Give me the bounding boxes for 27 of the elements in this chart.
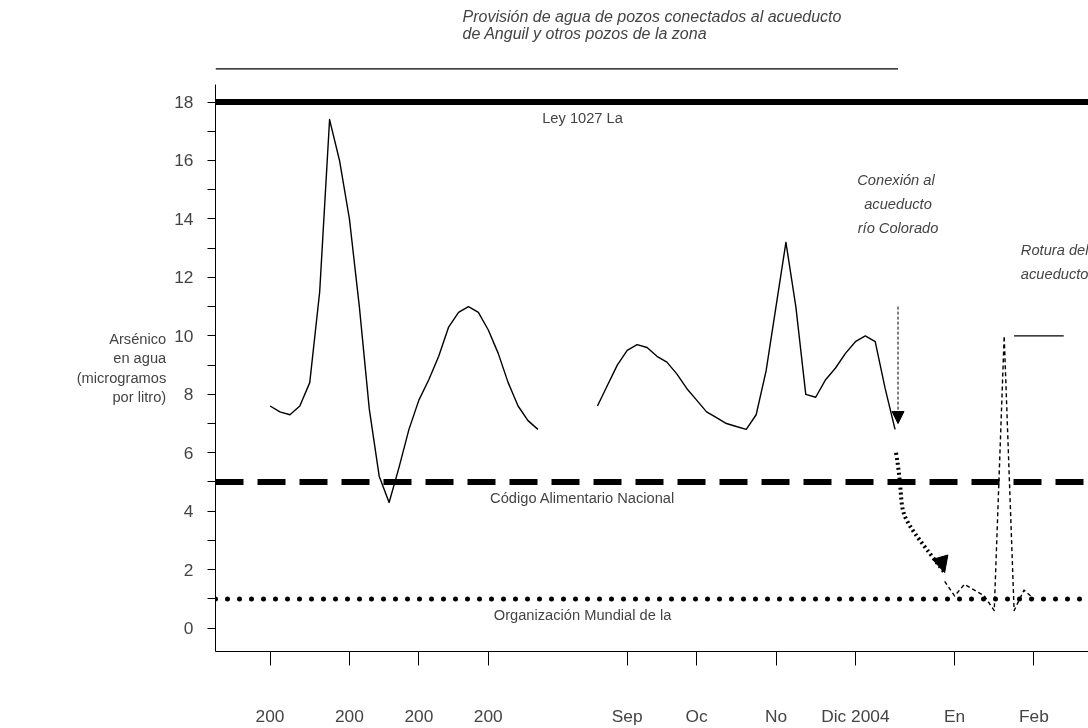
chart-title: Provisión de agua de pozos conectados al acueducto de Anguil y otros pozos de la zona bbox=[462, 7, 842, 42]
y-tick-label: 0 bbox=[183, 618, 194, 639]
x-tick-label: Feb bbox=[1019, 705, 1049, 726]
x-tick-label: 200 bbox=[255, 705, 285, 726]
ref-line-label: Organización Mundial de la bbox=[493, 606, 673, 623]
ref-line-label: Ley 1027 La bbox=[542, 110, 624, 127]
y-tick-label: 2 bbox=[183, 559, 194, 580]
y-tick-label: 10 bbox=[174, 325, 194, 346]
y-tick-label: 14 bbox=[174, 208, 194, 229]
y-tick-label: 12 bbox=[174, 267, 194, 288]
y-tick-label: 8 bbox=[183, 384, 194, 405]
x-tick-label: Oc bbox=[685, 705, 709, 726]
annotation: Conexión al acueducto río Colorado bbox=[857, 172, 939, 237]
x-tick-label: Dic 2004 bbox=[821, 705, 890, 726]
y-tick-label: 4 bbox=[183, 501, 194, 522]
x-tick-label: Sep bbox=[611, 705, 643, 726]
y-tick-label: 6 bbox=[183, 442, 194, 463]
ref-line-label: Código Alimentario Nacional bbox=[490, 489, 675, 506]
y-axis-title: Arsénico en agua (microgramos por litro) bbox=[76, 331, 168, 405]
x-tick-label: No bbox=[764, 705, 788, 726]
y-tick-label: 16 bbox=[174, 150, 194, 171]
x-tick-label: 200 bbox=[404, 705, 434, 726]
x-tick-label: 200 bbox=[473, 705, 503, 726]
y-tick-label: 18 bbox=[174, 92, 194, 113]
annotation: Rotura del acueducto bbox=[1020, 242, 1088, 283]
x-tick-label: 200 bbox=[334, 705, 364, 726]
x-tick-label: En bbox=[943, 705, 966, 726]
